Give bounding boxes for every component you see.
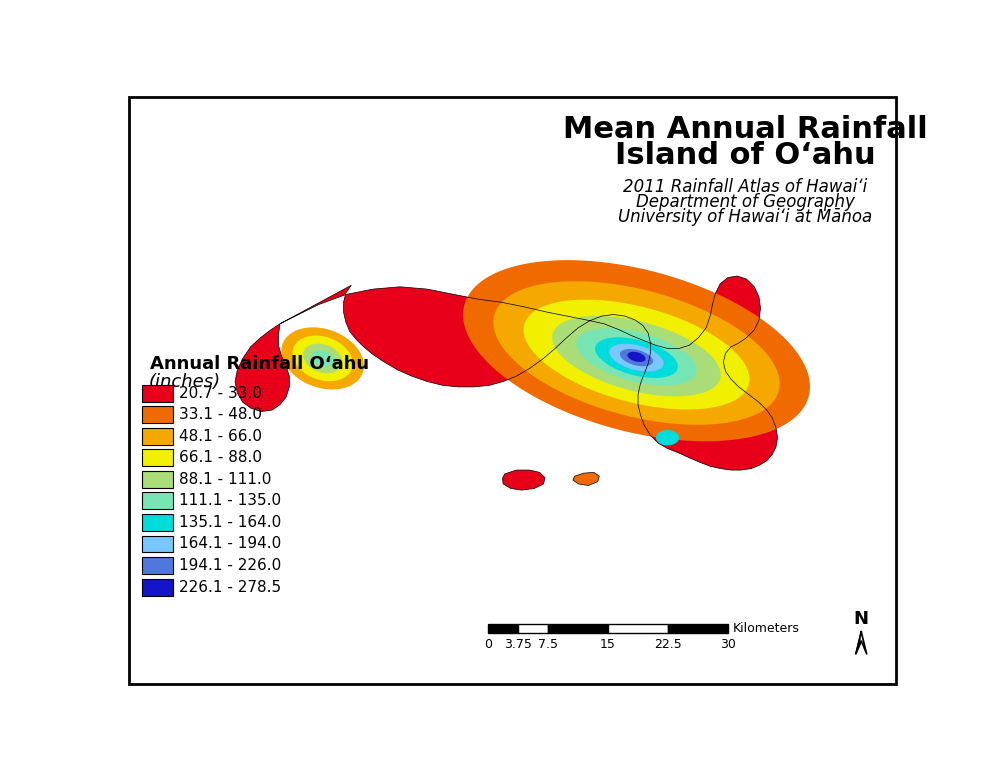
Bar (142, 514, 173, 531)
Polygon shape (856, 632, 861, 654)
Text: Annual Rainfall Oʻahu: Annual Rainfall Oʻahu (150, 355, 369, 373)
Text: 20.7 - 33.0: 20.7 - 33.0 (179, 386, 262, 400)
Text: Island of Oʻahu: Island of Oʻahu (615, 141, 875, 170)
Text: (inches): (inches) (149, 373, 221, 391)
Bar (518, 624, 548, 633)
Text: Mean Annual Rainfall: Mean Annual Rainfall (563, 115, 927, 145)
Polygon shape (656, 430, 679, 445)
Bar (142, 449, 173, 466)
Bar (142, 536, 173, 553)
Polygon shape (281, 327, 364, 390)
Text: 135.1 - 164.0: 135.1 - 164.0 (179, 515, 282, 530)
Polygon shape (463, 261, 810, 441)
Text: Department of Geography: Department of Geography (636, 193, 854, 211)
Bar (142, 492, 173, 509)
Polygon shape (861, 632, 867, 654)
Bar (142, 557, 173, 574)
Text: 7.5: 7.5 (538, 638, 558, 651)
Polygon shape (293, 335, 353, 381)
Text: 33.1 - 48.0: 33.1 - 48.0 (179, 407, 262, 422)
Polygon shape (620, 349, 653, 366)
Text: 66.1 - 88.0: 66.1 - 88.0 (179, 450, 262, 465)
Text: 164.1 - 194.0: 164.1 - 194.0 (179, 536, 282, 551)
Text: University of Hawaiʻi at Mānoa: University of Hawaiʻi at Mānoa (618, 209, 872, 226)
Polygon shape (552, 316, 721, 397)
Text: 30: 30 (720, 638, 736, 651)
Bar (668, 624, 728, 633)
Text: 88.1 - 111.0: 88.1 - 111.0 (179, 472, 272, 487)
Text: Kilometers: Kilometers (733, 622, 799, 635)
Bar (142, 471, 173, 488)
Text: 3.75: 3.75 (504, 638, 532, 651)
Polygon shape (595, 337, 678, 378)
Text: 226.1 - 278.5: 226.1 - 278.5 (179, 580, 281, 594)
Bar (608, 624, 668, 633)
Polygon shape (493, 281, 780, 425)
Polygon shape (235, 324, 289, 411)
Polygon shape (303, 344, 342, 373)
Bar (142, 579, 173, 595)
Polygon shape (627, 352, 646, 362)
Polygon shape (576, 329, 697, 386)
Bar (142, 427, 173, 444)
Polygon shape (573, 472, 599, 485)
Text: 22.5: 22.5 (654, 638, 682, 651)
Polygon shape (502, 470, 545, 490)
Text: 15: 15 (600, 638, 616, 651)
Text: 111.1 - 135.0: 111.1 - 135.0 (179, 493, 281, 509)
Polygon shape (524, 300, 749, 410)
Text: 48.1 - 66.0: 48.1 - 66.0 (179, 429, 262, 444)
Text: 0: 0 (484, 638, 492, 651)
Polygon shape (311, 350, 334, 366)
Bar (142, 406, 173, 423)
Polygon shape (280, 276, 778, 470)
Bar (548, 624, 608, 633)
Polygon shape (609, 344, 664, 372)
Text: 2011 Rainfall Atlas of Hawaiʻi: 2011 Rainfall Atlas of Hawaiʻi (623, 178, 867, 196)
Bar (142, 385, 173, 401)
Text: N: N (854, 611, 869, 628)
Bar (488, 624, 518, 633)
Text: 194.1 - 226.0: 194.1 - 226.0 (179, 558, 282, 573)
